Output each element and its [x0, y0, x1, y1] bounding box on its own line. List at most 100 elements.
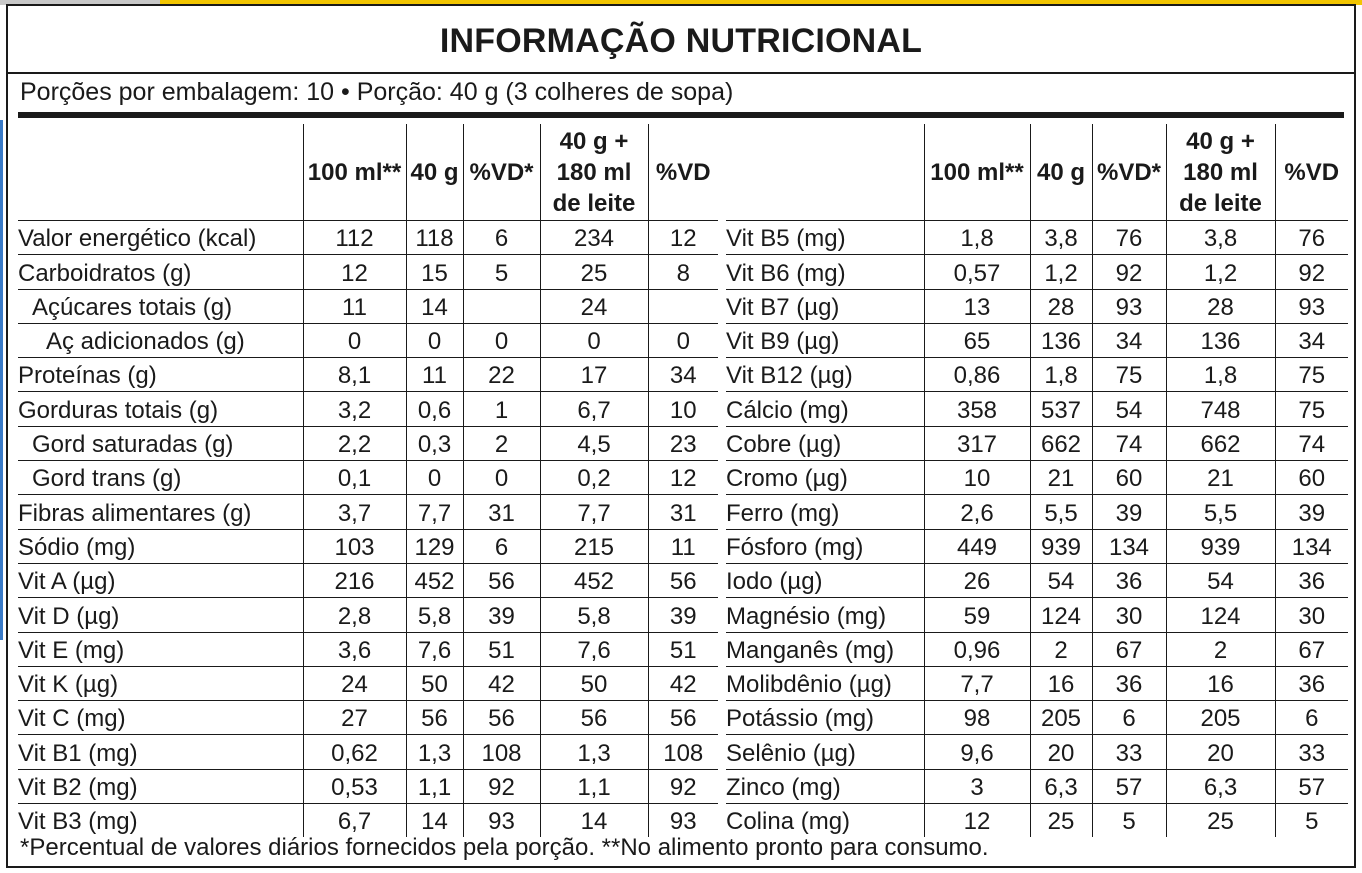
nutrient-name: Manganês (mg): [726, 631, 924, 667]
nutrient-value: 92: [1274, 254, 1348, 290]
nutrient-value: 0,57: [923, 254, 1030, 290]
nutrient-name: Vit B2 (mg): [18, 768, 303, 804]
nutrient-value: 11: [647, 528, 718, 564]
table-row: Vit C (mg) 27 56 56 56 56: [18, 700, 718, 735]
nutrient-value: 75: [1091, 357, 1166, 392]
header-40g-milk: 40 g + 180 ml de leite: [539, 124, 648, 221]
nutrient-value: 92: [1091, 254, 1166, 290]
nutrient-value: 8: [647, 254, 718, 290]
nutrient-value: 56: [405, 700, 463, 735]
nutrient-name: Vit E (mg): [18, 631, 303, 667]
nutrient-value: 56: [647, 700, 718, 735]
table-row: Proteínas (g) 8,1 11 22 17 34: [18, 357, 718, 392]
nutrient-value: 3: [923, 768, 1030, 804]
nutrient-value: 0: [647, 322, 718, 358]
nutrient-value: 31: [462, 494, 540, 530]
nutrient-value: 12: [647, 219, 718, 255]
nutrient-value: 14: [405, 803, 463, 838]
nutrient-value: 25: [539, 254, 648, 290]
nutrient-value: 1,2: [1165, 254, 1275, 290]
header-40g: 40 g: [1029, 124, 1092, 221]
nutrient-value: 1,8: [1029, 357, 1092, 392]
nutrient-value: 103: [302, 528, 406, 564]
nutrient-value: 39: [647, 597, 718, 633]
nutrient-name: Cálcio (mg): [726, 391, 924, 427]
table-row: Cobre (µg) 317 662 74 662 74: [726, 425, 1348, 461]
nutrient-value: 56: [462, 562, 540, 598]
nutrient-value: 112: [302, 219, 406, 255]
nutrient-value: 34: [1274, 322, 1348, 358]
nutrient-name: Vit K (µg): [18, 665, 303, 701]
nutrient-name: Potássio (mg): [726, 700, 924, 735]
nutrient-value: 134: [1274, 528, 1348, 564]
nutrient-value: 5,5: [1165, 494, 1275, 530]
nutrient-name: Magnésio (mg): [726, 597, 924, 633]
nutrient-value: 93: [1091, 288, 1166, 324]
nutrient-value: 1,1: [539, 768, 648, 804]
nutrient-value: 98: [923, 700, 1030, 735]
nutrient-value: 0: [462, 460, 540, 495]
header-vd: %VD*: [1091, 124, 1166, 221]
nutrient-value: [462, 288, 540, 324]
nutrient-value: 3,8: [1029, 219, 1092, 255]
nutrient-value: 748: [1165, 391, 1275, 427]
nutrient-value: 216: [302, 562, 406, 598]
nutrient-value: 1,3: [539, 734, 648, 770]
nutrient-value: 12: [302, 254, 406, 290]
table-row: Vit B12 (µg) 0,86 1,8 75 1,8 75: [726, 357, 1348, 392]
nutrient-value: 2: [1029, 631, 1092, 667]
nutrient-name: Vit C (mg): [18, 700, 303, 735]
nutrient-value: 134: [1091, 528, 1166, 564]
nutrient-value: 5: [1274, 803, 1348, 838]
table-row: Fósforo (mg) 449 939 134 939 134: [726, 528, 1348, 564]
nutrient-name: Cobre (µg): [726, 425, 924, 461]
nutrient-value: 6: [462, 528, 540, 564]
nutrient-value: 12: [647, 460, 718, 495]
nutrient-value: 57: [1274, 768, 1348, 804]
nutrient-name: Valor energético (kcal): [18, 219, 303, 255]
table-row: Cálcio (mg) 358 537 54 748 75: [726, 391, 1348, 427]
nutrient-value: 36: [1091, 665, 1166, 701]
header-40g-milk: 40 g + 180 ml de leite: [1165, 124, 1275, 221]
nutrient-value: 0: [539, 322, 648, 358]
header-40g: 40 g: [405, 124, 463, 221]
nutrient-value: 0,53: [302, 768, 406, 804]
nutrient-name: Vit A (µg): [18, 562, 303, 598]
table-row: Cromo (µg) 10 21 60 21 60: [726, 460, 1348, 495]
nutrient-value: 0,1: [302, 460, 406, 495]
nutrient-name: Gord trans (g): [18, 460, 303, 495]
nutrient-value: 449: [923, 528, 1030, 564]
nutrient-value: 56: [647, 562, 718, 598]
nutrient-value: 7,7: [405, 494, 463, 530]
nutrient-value: 6,3: [1165, 768, 1275, 804]
nutrient-value: 75: [1274, 391, 1348, 427]
table-row: Carboidratos (g) 12 15 5 25 8: [18, 254, 718, 290]
table-row: Magnésio (mg) 59 124 30 124 30: [726, 597, 1348, 633]
nutrient-value: 3,6: [302, 631, 406, 667]
table-header-row: 100 ml** 40 g %VD* 40 g + 180 ml de leit…: [18, 124, 718, 221]
table-row: Molibdênio (µg) 7,7 16 36 16 36: [726, 665, 1348, 701]
nutrient-value: 34: [647, 357, 718, 392]
nutrient-value: 92: [462, 768, 540, 804]
nutrient-name: Vit B1 (mg): [18, 734, 303, 770]
nutrient-value: 36: [1274, 562, 1348, 598]
nutrient-value: 34: [1091, 322, 1166, 358]
nutrient-value: 118: [405, 219, 463, 255]
nutrient-value: 1: [462, 391, 540, 427]
header-vd: %VD*: [462, 124, 540, 221]
nutrient-value: 74: [1091, 425, 1166, 461]
nutrient-name: Vit B9 (µg): [726, 322, 924, 358]
header-40g-milk-text: 40 g + 180 ml de leite: [1179, 127, 1262, 217]
nutrient-value: 39: [1091, 494, 1166, 530]
footnote: *Percentual de valores diários fornecido…: [20, 834, 989, 861]
nutrient-value: 54: [1165, 562, 1275, 598]
header-divider: [18, 112, 1344, 118]
table-row: Gord saturadas (g) 2,2 0,3 2 4,5 23: [18, 425, 718, 461]
nutrient-value: 21: [1029, 460, 1092, 495]
nutrient-name: Vit B3 (mg): [18, 803, 303, 838]
header-100ml: 100 ml**: [302, 124, 406, 221]
table-row: Manganês (mg) 0,96 2 67 2 67: [726, 631, 1348, 667]
right-table-body: Vit B5 (mg) 1,8 3,8 76 3,8 76 Vit B6 (mg) 0,57 1…: [726, 219, 1348, 838]
nutrient-name: Vit B7 (µg): [726, 288, 924, 324]
nutrient-value: 15: [405, 254, 463, 290]
